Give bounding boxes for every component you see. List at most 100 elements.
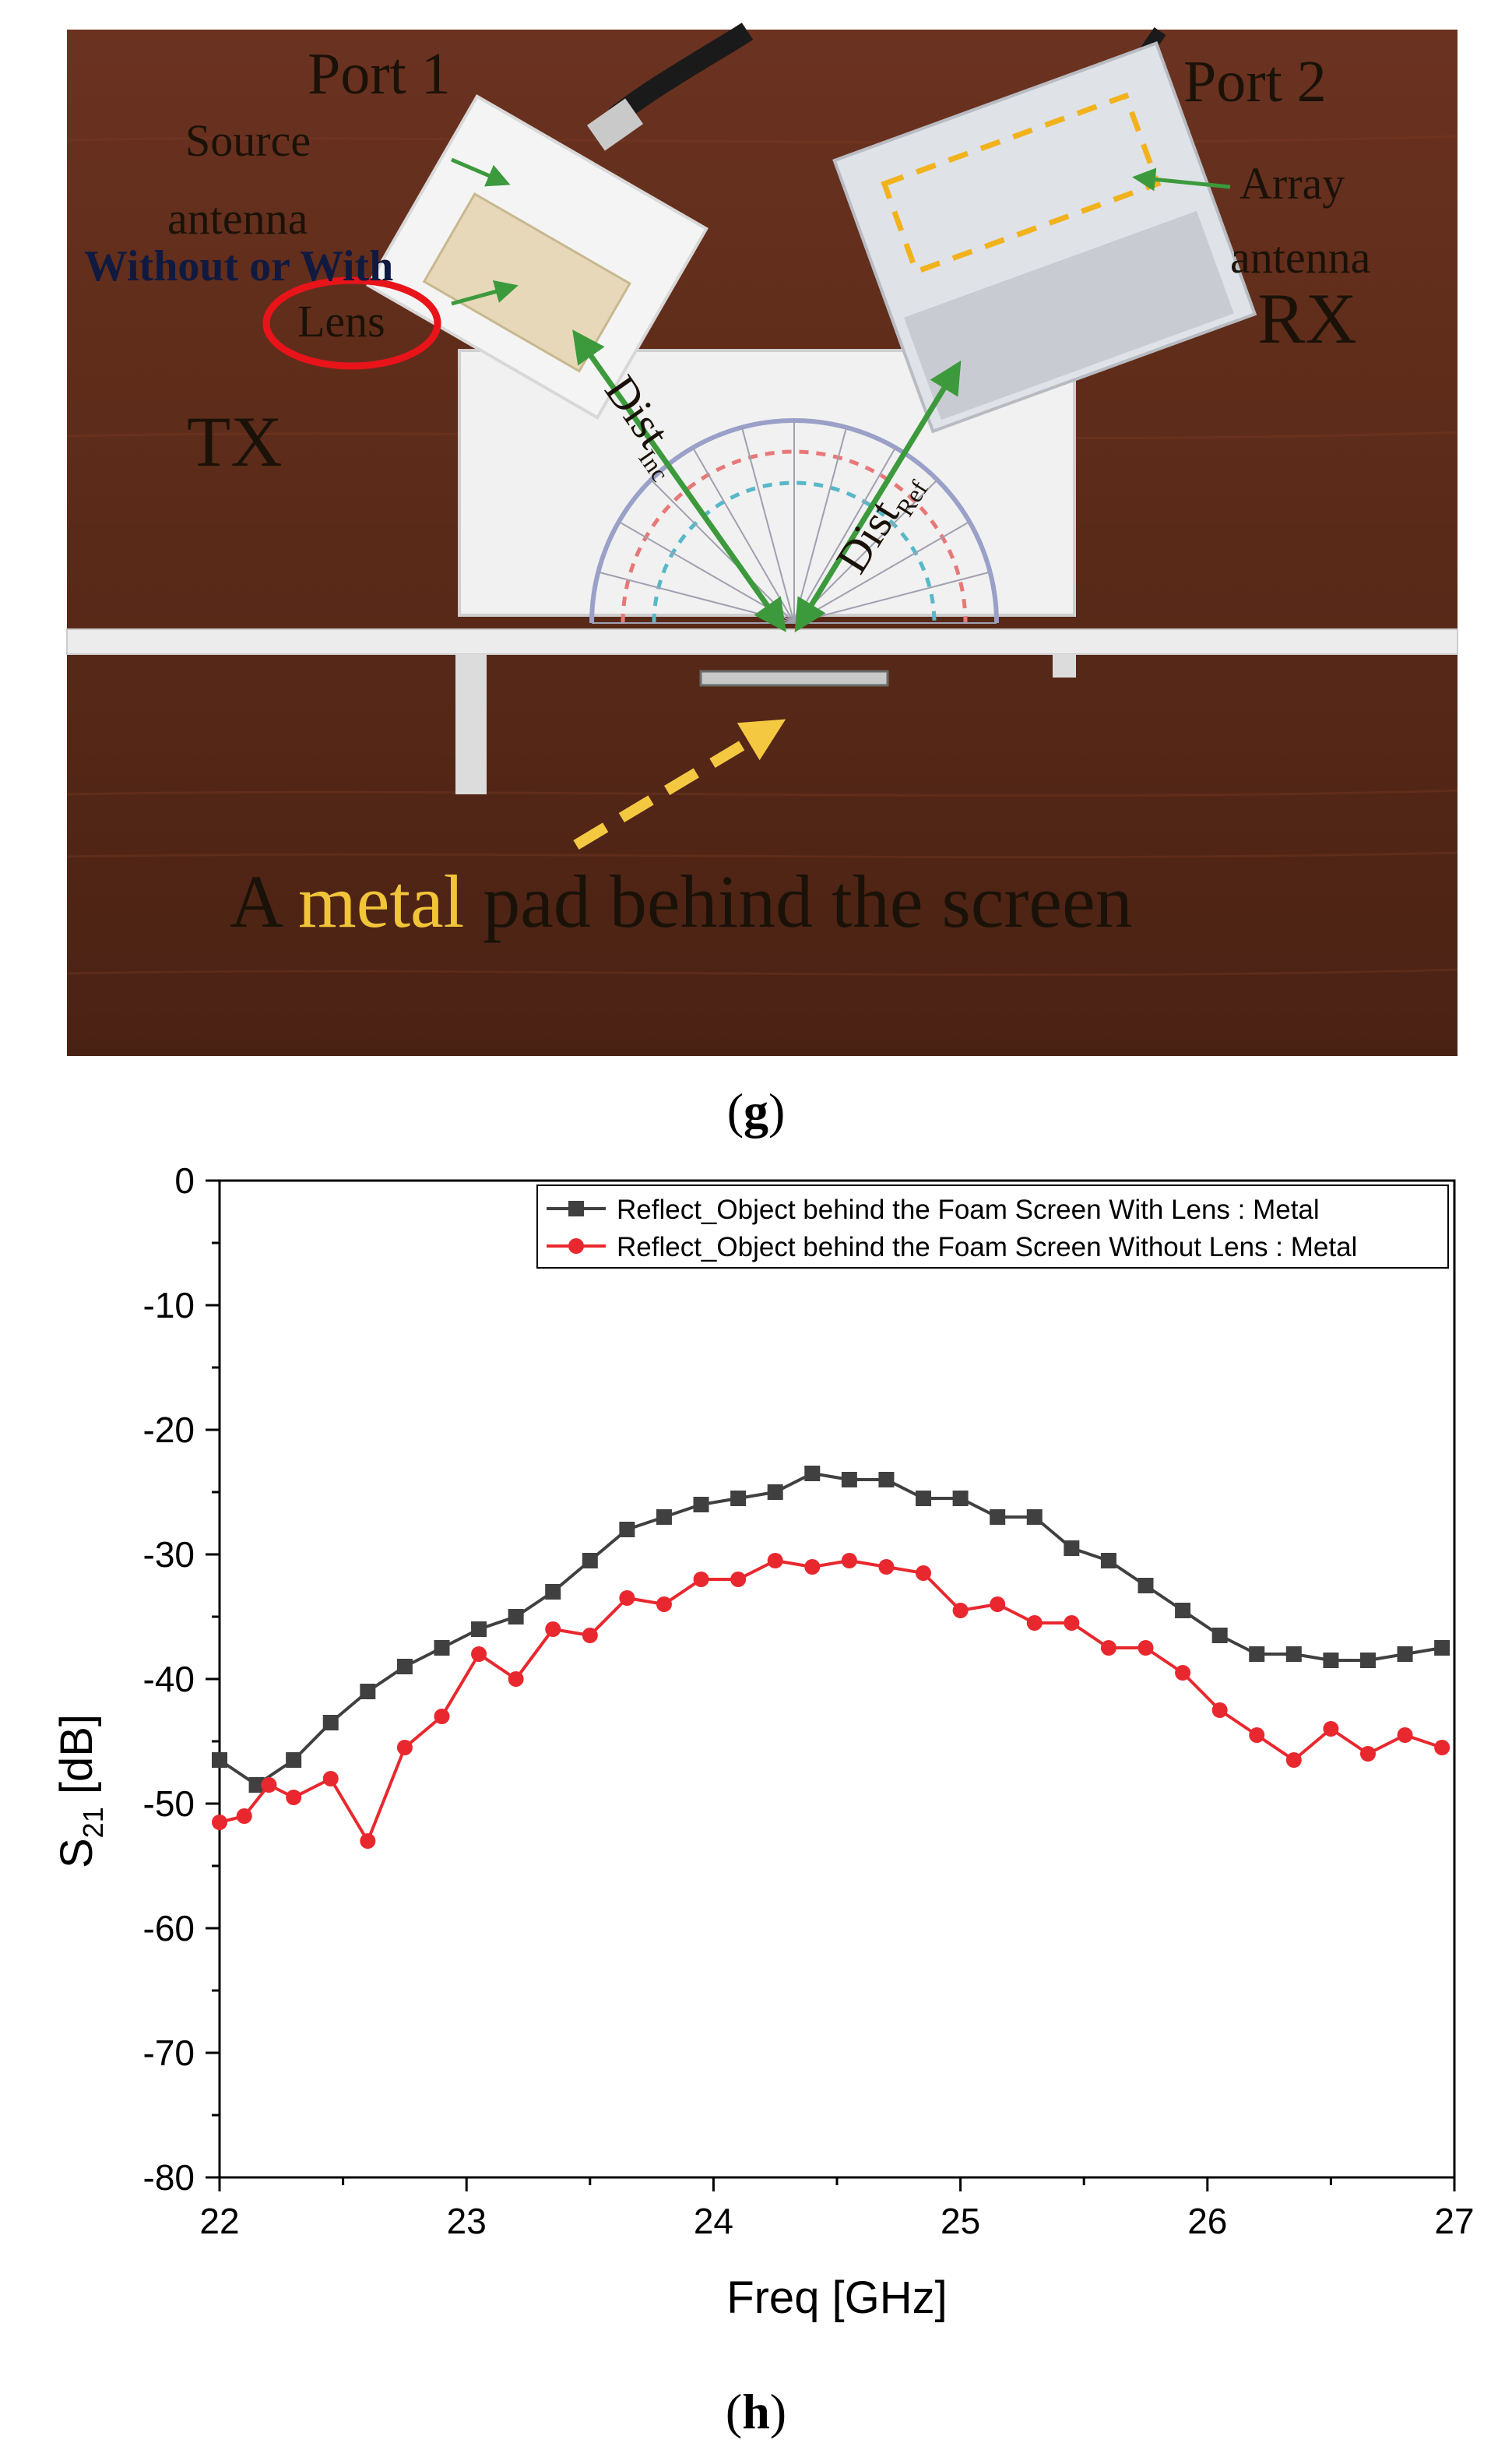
- data-point: [1249, 1646, 1265, 1662]
- legend-swatch-marker: [568, 1201, 584, 1216]
- data-point: [1026, 1509, 1043, 1525]
- data-point: [1100, 1553, 1116, 1568]
- data-point: [1100, 1640, 1116, 1656]
- y-tick-label: -70: [143, 2033, 195, 2073]
- x-tick-label: 24: [694, 2201, 733, 2241]
- data-point: [990, 1509, 1006, 1525]
- source-label-line1: Source: [185, 115, 311, 166]
- data-point: [1285, 1646, 1302, 1662]
- s21-chart: 22 23 24 25 26 27 0 -10 -20 -30 -40 -50 -60 -70 -80 Re…: [51, 1160, 1475, 2323]
- data-point: [434, 1640, 450, 1656]
- data-point: [767, 1484, 783, 1500]
- data-point: [656, 1509, 672, 1525]
- series-1: [212, 1466, 1450, 1793]
- data-point: [952, 1603, 969, 1618]
- x-tick-label: 25: [941, 2201, 980, 2241]
- data-point: [916, 1565, 932, 1581]
- data-point: [248, 1777, 265, 1793]
- y-tick-label: 0: [174, 1160, 195, 1201]
- data-point: [619, 1590, 635, 1606]
- y-tick-label: -80: [143, 2157, 195, 2198]
- data-point: [360, 1833, 376, 1849]
- rx-antenna-box: [832, 41, 1257, 434]
- data-point: [322, 1715, 339, 1730]
- data-point: [841, 1553, 857, 1568]
- lens-pointer-arrow: [451, 280, 519, 306]
- y-tick-label: -30: [143, 1534, 195, 1575]
- port1-label: Port 1: [308, 41, 451, 107]
- data-point: [1285, 1752, 1302, 1768]
- data-point: [1138, 1640, 1154, 1656]
- metal-pad-arrow: [573, 719, 786, 850]
- data-point: [236, 1808, 252, 1824]
- data-point: [545, 1584, 561, 1600]
- plot-frame: [218, 1179, 1456, 2179]
- data-point: [1026, 1615, 1043, 1631]
- y-tick-label: -60: [143, 1908, 195, 1948]
- data-point: [1359, 1653, 1376, 1668]
- x-tick-label: 26: [1187, 2201, 1227, 2241]
- data-point: [545, 1621, 561, 1637]
- data-point: [1064, 1540, 1080, 1556]
- y-tick-label: -20: [143, 1410, 195, 1450]
- array-label-line1: Array: [1239, 158, 1345, 209]
- data-point: [1211, 1702, 1228, 1718]
- data-point: [1434, 1640, 1450, 1656]
- series-2: [212, 1553, 1450, 1849]
- data-point: [767, 1553, 783, 1568]
- data-point: [582, 1628, 598, 1643]
- metal-pad-caption: A metal pad behind the screen: [230, 860, 1133, 943]
- data-point: [582, 1553, 598, 1568]
- panel-h-label: (h): [725, 2384, 787, 2439]
- y-axis-label: S21 [dB]: [51, 1714, 109, 1868]
- series-1-line: [218, 1472, 1443, 1786]
- data-point: [434, 1709, 450, 1724]
- x-axis-label: Freq [GHz]: [726, 2272, 948, 2323]
- tx-cable: [608, 23, 754, 125]
- legend-box: [536, 1184, 1449, 1269]
- without-with-label: Without or With: [84, 242, 393, 290]
- y-tick-label: -50: [143, 1783, 195, 1824]
- data-point: [1211, 1628, 1228, 1643]
- lens-highlight-circle: [262, 276, 441, 370]
- tx-label: TX: [187, 402, 283, 481]
- data-point: [286, 1790, 302, 1805]
- foam-screen-leg-right: [1053, 654, 1076, 678]
- rx-label: RX: [1257, 279, 1357, 358]
- data-point: [1175, 1665, 1191, 1681]
- tx-connector: [586, 98, 644, 151]
- legend-swatch-marker: [568, 1238, 584, 1254]
- data-point: [693, 1572, 709, 1587]
- array-pointer-arrow: [1132, 167, 1231, 192]
- data-point: [212, 1815, 227, 1830]
- legend-entry: Reflect_Object behind the Foam Screen Wi…: [617, 1232, 1357, 1262]
- data-point: [1434, 1740, 1450, 1755]
- array-label-line2: antenna: [1230, 232, 1370, 283]
- dist-inc-arrow: [572, 329, 786, 632]
- x-tick-label: 27: [1434, 2201, 1474, 2241]
- data-point: [1359, 1746, 1376, 1762]
- data-point: [1138, 1578, 1154, 1593]
- foam-screen-bar: [66, 628, 1458, 655]
- data-point: [656, 1596, 672, 1612]
- x-tick-label: 23: [447, 2201, 487, 2241]
- data-point: [508, 1609, 524, 1624]
- data-point: [1175, 1603, 1191, 1618]
- series-2-line: [219, 1559, 1443, 1843]
- data-point: [471, 1646, 487, 1662]
- data-point: [261, 1777, 277, 1793]
- data-point: [1323, 1721, 1339, 1737]
- data-point: [360, 1684, 376, 1699]
- data-point: [841, 1472, 857, 1487]
- panel-g-label: (g): [726, 1083, 786, 1139]
- data-point: [916, 1491, 932, 1506]
- data-point: [878, 1559, 895, 1575]
- data-point: [471, 1621, 487, 1637]
- legend-entry: Reflect_Object behind the Foam Screen Wi…: [617, 1195, 1320, 1225]
- data-point: [693, 1497, 709, 1512]
- source-pointer-arrow: [451, 157, 511, 187]
- data-point: [1064, 1615, 1080, 1631]
- data-point: [396, 1740, 413, 1755]
- metal-pad: [699, 670, 889, 687]
- data-point: [619, 1522, 635, 1537]
